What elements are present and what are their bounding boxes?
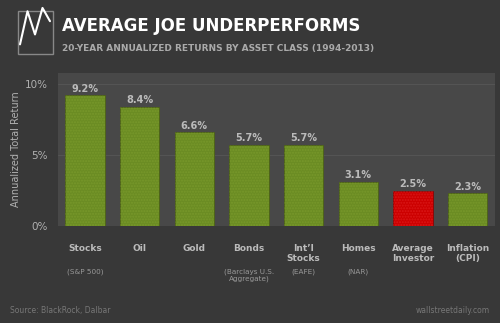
Text: (S&P 500): (S&P 500) xyxy=(66,268,103,275)
Bar xyxy=(18,11,52,54)
Text: Bonds: Bonds xyxy=(234,244,264,253)
Text: (EAFE): (EAFE) xyxy=(292,268,316,275)
Bar xyxy=(284,145,324,226)
Text: 5.7%: 5.7% xyxy=(290,133,317,143)
Bar xyxy=(448,193,488,226)
Text: 8.4%: 8.4% xyxy=(126,95,153,105)
Bar xyxy=(120,107,159,226)
Bar xyxy=(65,95,104,226)
Bar xyxy=(338,182,378,226)
Text: (NAR): (NAR) xyxy=(348,268,369,275)
Bar xyxy=(174,132,214,226)
Text: 5.7%: 5.7% xyxy=(236,133,262,143)
Text: 2.3%: 2.3% xyxy=(454,182,481,192)
Text: AVERAGE JOE UNDERPERFORMS: AVERAGE JOE UNDERPERFORMS xyxy=(62,16,361,35)
Text: 2.5%: 2.5% xyxy=(400,179,426,189)
Bar xyxy=(394,191,432,226)
Text: 9.2%: 9.2% xyxy=(72,84,99,94)
Bar xyxy=(229,145,268,226)
Bar xyxy=(229,145,268,226)
Text: (Barclays U.S.
Aggregate): (Barclays U.S. Aggregate) xyxy=(224,268,274,282)
Bar xyxy=(338,182,378,226)
Text: Oil: Oil xyxy=(132,244,146,253)
Text: 3.1%: 3.1% xyxy=(345,170,372,180)
Bar xyxy=(65,95,104,226)
Text: Stocks: Stocks xyxy=(68,244,102,253)
Text: Homes: Homes xyxy=(341,244,376,253)
Text: wallstreetdaily.com: wallstreetdaily.com xyxy=(416,306,490,315)
Bar xyxy=(448,193,488,226)
Text: Inflation
(CPI): Inflation (CPI) xyxy=(446,244,490,263)
Bar xyxy=(284,145,324,226)
Text: Gold: Gold xyxy=(182,244,206,253)
Text: Source: BlackRock, Dalbar: Source: BlackRock, Dalbar xyxy=(10,306,110,315)
Text: 6.6%: 6.6% xyxy=(180,120,208,130)
Bar xyxy=(120,107,159,226)
Bar xyxy=(394,191,432,226)
Bar xyxy=(174,132,214,226)
Text: Average
Investor: Average Investor xyxy=(392,244,434,263)
Y-axis label: Annualized Total Return: Annualized Total Return xyxy=(10,91,20,207)
Text: 20-YEAR ANNUALIZED RETURNS BY ASSET CLASS (1994-2013): 20-YEAR ANNUALIZED RETURNS BY ASSET CLAS… xyxy=(62,44,374,53)
Text: Int’l
Stocks: Int’l Stocks xyxy=(286,244,320,263)
